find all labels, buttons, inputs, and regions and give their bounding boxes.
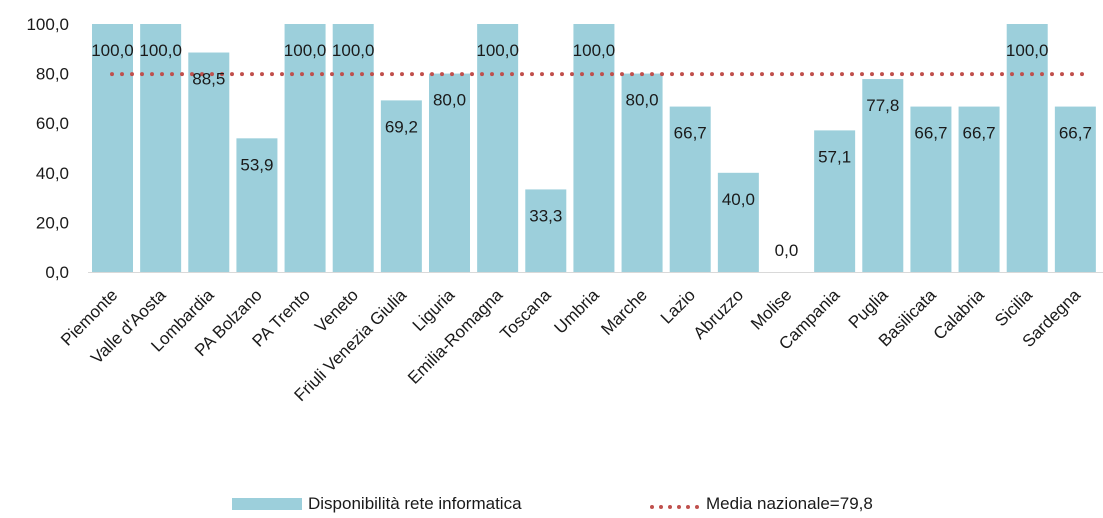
bar	[717, 172, 759, 272]
bar	[862, 79, 904, 272]
y-tick-label: 40,0	[36, 164, 69, 183]
data-label: 77,8	[866, 96, 899, 115]
data-label: 53,9	[240, 155, 273, 174]
data-label: 66,7	[1059, 124, 1092, 143]
bar	[332, 24, 374, 272]
data-label: 100,0	[139, 41, 182, 60]
bar	[669, 106, 711, 272]
data-label: 100,0	[1006, 41, 1049, 60]
y-tick-label: 60,0	[36, 114, 69, 133]
data-label: 57,1	[818, 147, 851, 166]
x-tick-label: Sicilia	[991, 285, 1036, 330]
legend-item-reference: Media nazionale=79,8	[648, 494, 873, 514]
x-tick-label: Abruzzo	[690, 285, 748, 343]
legend-swatch-dots	[648, 498, 700, 510]
data-label: 100,0	[91, 41, 134, 60]
legend-label-bars: Disponibilità rete informatica	[308, 494, 522, 513]
bar	[814, 130, 856, 272]
bar	[429, 73, 470, 272]
y-axis: 0,0 20,0 40,0 60,0 80,0 100,0	[26, 15, 69, 282]
legend-swatch-bar	[232, 498, 302, 510]
x-tick-label: Toscana	[496, 285, 555, 344]
data-label: 66,7	[914, 124, 947, 143]
bar	[1054, 106, 1096, 272]
x-tick-label: Lazio	[657, 285, 699, 327]
x-tick-label: Puglia	[845, 285, 892, 332]
y-tick-label: 100,0	[26, 15, 69, 34]
data-label: 88,5	[192, 70, 225, 89]
bar-series	[92, 24, 1096, 272]
data-label: 80,0	[626, 91, 659, 110]
y-tick-label: 20,0	[36, 213, 69, 232]
bar	[236, 138, 278, 272]
y-tick-label: 0,0	[45, 263, 69, 282]
bar	[621, 73, 663, 272]
bar	[958, 106, 1000, 272]
bar	[910, 106, 952, 272]
data-label: 66,7	[963, 124, 996, 143]
bar	[477, 24, 519, 272]
data-labels: 100,0 100,0 88,5 53,9 100,0 100,0 69,2 80,0 100,…	[91, 41, 1092, 260]
bar	[573, 24, 615, 272]
data-label: 100,0	[332, 41, 375, 60]
data-label: 80,0	[433, 91, 466, 110]
y-tick-label: 80,0	[36, 65, 69, 84]
x-tick-label: Calabria	[930, 285, 989, 344]
data-label: 69,2	[385, 117, 418, 136]
legend-dots-graphic	[650, 505, 700, 509]
x-tick-label: Marche	[597, 285, 651, 339]
bar	[1006, 24, 1048, 272]
legend: Disponibilità rete informatica Media naz…	[0, 494, 1103, 514]
bar	[284, 24, 326, 272]
legend-label-reference: Media nazionale=79,8	[706, 494, 873, 513]
bar	[380, 100, 422, 272]
data-label: 40,0	[722, 190, 755, 209]
bar	[140, 24, 182, 272]
data-label: 33,3	[529, 206, 562, 225]
legend-item-bars: Disponibilità rete informatica	[232, 494, 522, 514]
data-label: 100,0	[573, 41, 616, 60]
data-label: 100,0	[284, 41, 327, 60]
data-label: 66,7	[674, 124, 707, 143]
bar	[92, 24, 133, 272]
data-label: 0,0	[775, 241, 799, 260]
bar	[525, 189, 567, 272]
data-label: 100,0	[476, 41, 519, 60]
x-tick-label: Umbria	[551, 285, 604, 338]
bar	[188, 52, 230, 272]
